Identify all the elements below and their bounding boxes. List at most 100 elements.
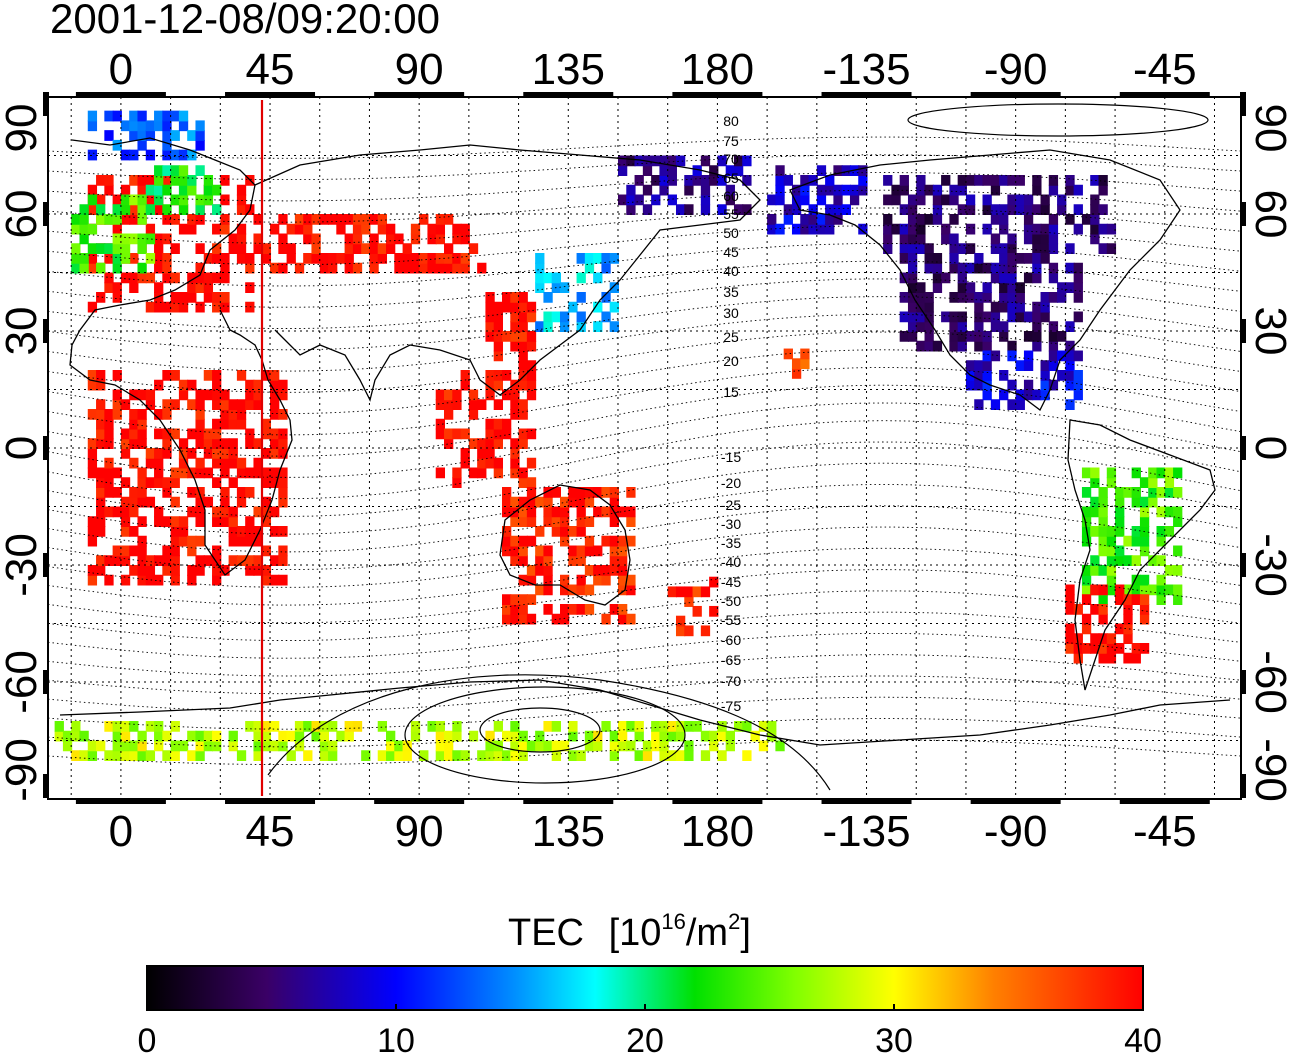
tec-cell	[245, 526, 255, 537]
tec-cell	[800, 184, 810, 196]
tec-cell	[104, 477, 114, 488]
tec-cell	[974, 253, 984, 264]
tec-cell	[477, 399, 487, 410]
tec-cell	[303, 750, 313, 761]
x-tick-label-bottom: 180	[681, 807, 754, 856]
x-tick-mark-top	[821, 92, 912, 98]
tec-cell	[626, 194, 636, 206]
tec-cell	[559, 526, 570, 537]
contour-line	[48, 505, 1241, 571]
contour-line	[48, 547, 1241, 606]
tec-cell	[568, 301, 578, 313]
tec-cell	[220, 467, 230, 479]
tec-cell	[228, 477, 238, 488]
tec-cell	[999, 389, 1009, 401]
tec-cell	[626, 506, 636, 518]
tec-cell	[195, 438, 205, 449]
tec-cell	[87, 301, 98, 313]
tec-cell	[435, 389, 446, 401]
tec-cell	[1090, 194, 1100, 206]
contour-label: -45	[721, 574, 741, 590]
tec-cell	[410, 730, 421, 742]
contour-label: 60	[723, 188, 739, 204]
tec-cell	[1057, 282, 1067, 293]
tec-cell	[709, 730, 719, 742]
tec-cell	[510, 516, 520, 527]
tec-cell	[245, 555, 255, 566]
tec-cell	[178, 516, 189, 527]
y-tick-label-right: -60	[1246, 650, 1292, 714]
tec-cell	[170, 165, 180, 176]
tec-cell	[825, 223, 835, 235]
tec-cell	[410, 223, 421, 235]
tec-cell	[96, 194, 106, 206]
tec-cell	[999, 262, 1009, 274]
tec-cell	[684, 721, 694, 732]
tec-cell	[195, 194, 205, 206]
tec-cell	[634, 730, 644, 742]
tec-cell	[311, 730, 321, 742]
tec-cell	[510, 613, 520, 625]
tec-cell	[162, 370, 172, 381]
tec-cell	[162, 487, 172, 498]
tec-cell	[203, 448, 214, 459]
tec-cell	[369, 214, 379, 225]
tec-cell	[96, 243, 106, 254]
tec-cell	[452, 389, 462, 401]
tec-cell	[617, 545, 628, 557]
tec-cell	[791, 184, 802, 196]
tec-cell	[1015, 253, 1025, 264]
tec-cell	[949, 262, 959, 274]
tec-cell	[178, 379, 189, 391]
tec-cell	[502, 331, 512, 342]
tec-cell	[916, 292, 926, 303]
contour-line	[48, 569, 1241, 624]
tec-cell	[559, 574, 570, 586]
tec-cell	[460, 448, 470, 459]
tec-cell	[253, 526, 263, 537]
tec-cell	[178, 438, 189, 449]
contour-label: -35	[721, 535, 741, 551]
tec-cell	[96, 214, 106, 225]
tec-cell	[659, 740, 669, 752]
tec-cell	[990, 350, 1001, 362]
tec-cell	[87, 740, 98, 752]
tec-cell	[1156, 467, 1166, 479]
tec-cell	[485, 331, 495, 342]
tec-cell	[104, 214, 114, 225]
tec-cell	[1090, 214, 1100, 225]
tec-cell	[725, 730, 735, 742]
tec-cell	[1040, 360, 1050, 371]
tec-cell	[617, 194, 628, 206]
tec-cell	[1081, 623, 1092, 635]
tec-cell	[1156, 535, 1166, 547]
tec-cell	[1007, 340, 1017, 352]
tec-cell	[71, 721, 81, 732]
tec-cell	[104, 574, 114, 586]
tec-cell	[1164, 487, 1175, 498]
tec-cell	[949, 194, 959, 206]
tec-cell	[526, 457, 537, 469]
contour-line	[48, 632, 1241, 677]
tec-cell	[667, 730, 677, 742]
tec-cell	[129, 740, 139, 752]
tec-cell	[634, 750, 644, 761]
tec-cell	[1139, 584, 1150, 596]
tec-cell	[178, 223, 189, 235]
tec-cell	[261, 565, 272, 576]
tec-cell	[319, 740, 330, 752]
tec-cell	[800, 175, 810, 186]
tec-cell	[990, 311, 1001, 323]
tec-cell	[278, 467, 288, 479]
tec-cell	[129, 120, 139, 132]
tec-cell	[559, 496, 570, 508]
tec-cell	[949, 214, 959, 225]
tec-cell	[1048, 262, 1059, 274]
tec-cell	[120, 272, 131, 284]
tec-cell	[253, 740, 263, 752]
tec-cell	[907, 282, 918, 293]
tec-cell	[261, 253, 272, 264]
tec-cell	[502, 730, 512, 742]
tec-cell	[87, 243, 98, 254]
tec-cell	[990, 243, 1001, 254]
